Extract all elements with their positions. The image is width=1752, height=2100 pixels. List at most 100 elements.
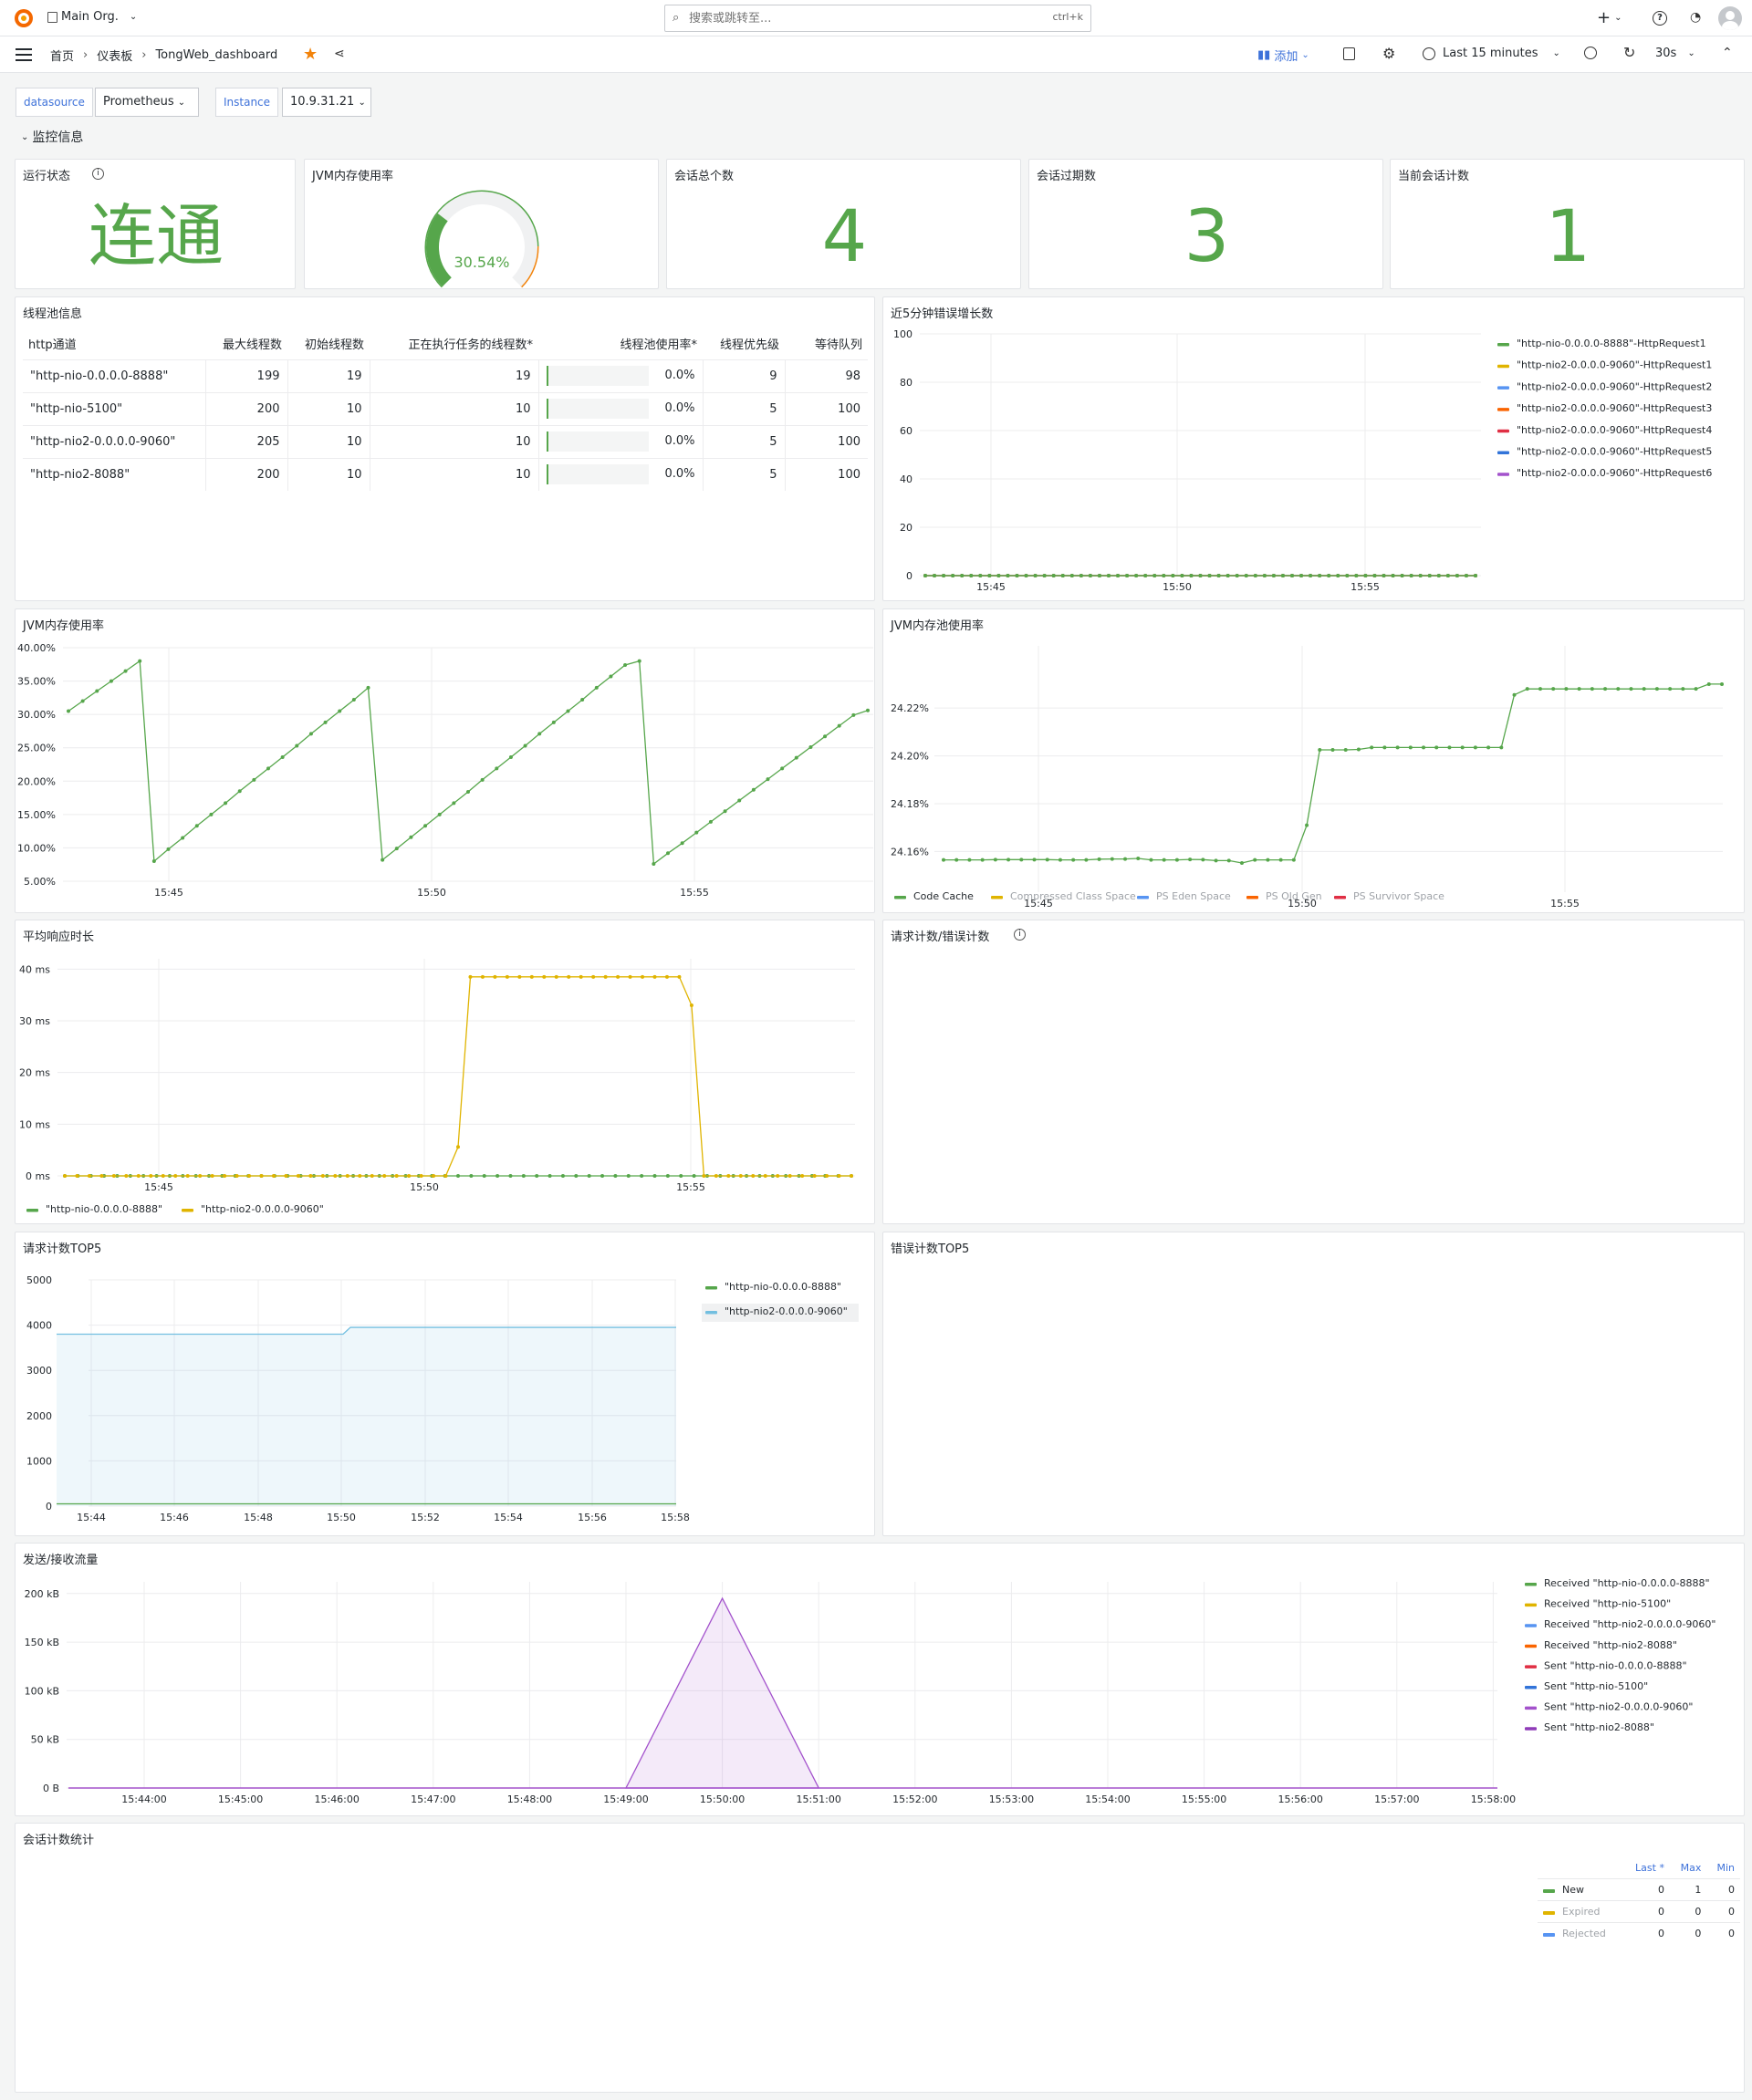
pool-series-point	[1720, 681, 1724, 686]
pool-series-point	[1032, 858, 1037, 862]
legend-swatch	[705, 1311, 717, 1315]
error-series-point	[1225, 574, 1230, 577]
news-rss-icon[interactable]: ◔	[1690, 10, 1702, 25]
resp-series-9060-point	[394, 1174, 399, 1178]
search-bar[interactable]: ⌕ ctrl+k	[664, 5, 1091, 32]
resp-series-8888-point	[600, 1174, 605, 1178]
error-series-point	[1455, 574, 1459, 577]
column-header[interactable]: 最大线程数	[222, 338, 282, 353]
variable-datasource-select[interactable]: Prometheus ⌄	[95, 88, 199, 117]
time-picker[interactable]: Last 15 minutes ⌄	[1423, 47, 1560, 60]
new-menu-button[interactable]: + ⌄	[1597, 8, 1622, 27]
jvm-series-point	[237, 789, 242, 794]
info-icon[interactable]: i	[1014, 929, 1026, 941]
legend-swatch	[1525, 1706, 1537, 1710]
x-tick-label: 15:46:00	[314, 1793, 359, 1805]
breadcrumb-home[interactable]: 首页	[50, 50, 75, 64]
resp-series-9060-point	[198, 1174, 203, 1178]
search-icon: ⌕	[673, 11, 680, 25]
variable-instance-select[interactable]: 10.9.31.21 ⌄	[282, 88, 371, 117]
error-series-point	[1060, 574, 1065, 577]
legend-swatch	[705, 1286, 717, 1290]
share-icon[interactable]: ⋖	[334, 47, 345, 61]
org-switcher[interactable]: Main Org. ⌄	[47, 10, 137, 24]
row-header[interactable]: ⌄ 监控信息	[21, 128, 83, 146]
resp-series-9060-point	[75, 1174, 79, 1178]
grafana-logo-icon[interactable]	[13, 7, 35, 29]
pool-series-point	[1642, 687, 1646, 691]
plus-icon: +	[1597, 8, 1611, 27]
pool-series-point	[1525, 687, 1529, 691]
cell: "http-nio-5100"	[23, 391, 206, 425]
legend-swatch	[1525, 1686, 1537, 1689]
resp-series-9060-point	[333, 1174, 338, 1178]
y-tick-label: 60	[900, 425, 912, 437]
cell-value: 0.0%	[664, 434, 695, 448]
add-panel-button[interactable]: ▮▮ 添加 ⌄	[1257, 47, 1309, 64]
resp-series-9060-point	[579, 974, 583, 979]
legend-label: PS Eden Space	[1156, 890, 1231, 902]
column-header[interactable]: Max	[1680, 1862, 1702, 1875]
legend-label: PS Old Gen	[1266, 890, 1322, 902]
zoom-out-icon[interactable]	[1584, 47, 1597, 59]
error-series-point	[1189, 574, 1194, 577]
error-series-point	[1271, 574, 1276, 577]
cell-value: 0.0%	[664, 401, 695, 415]
refresh-icon[interactable]: ↻	[1623, 44, 1636, 61]
legend-swatch	[1525, 1644, 1537, 1648]
error-series-point	[1125, 574, 1130, 577]
y-tick-label: 40	[900, 473, 912, 485]
pool-series-point	[1668, 687, 1673, 691]
refresh-interval-picker[interactable]: 30s ⌄	[1655, 47, 1695, 60]
resp-series-9060-point	[136, 1174, 141, 1178]
gauge-cell: 0.0%	[538, 457, 704, 491]
legend-swatch	[1525, 1624, 1537, 1627]
legend-swatch	[991, 896, 1003, 899]
error-series-point	[1253, 574, 1257, 577]
legend-row[interactable]: Rejected 0 0 0	[1538, 1921, 1740, 1944]
pool-series-point	[1214, 858, 1218, 863]
chevron-down-icon: ⌄	[177, 98, 186, 108]
column-header[interactable]: 线程池使用率*	[620, 338, 697, 353]
resp-series-9060-point	[124, 1174, 129, 1178]
resp-series-8888-point	[652, 1174, 657, 1178]
error-series-point	[1033, 574, 1038, 577]
save-icon[interactable]	[1343, 47, 1355, 60]
legend-row[interactable]: Expired 0 0 0	[1538, 1899, 1740, 1922]
resp-series-9060-point	[308, 1174, 313, 1178]
pool-series-point	[1123, 857, 1128, 861]
pool-series-point	[1460, 745, 1465, 750]
instance-value: 10.9.31.21	[290, 95, 355, 109]
help-icon[interactable]: ?	[1653, 11, 1667, 26]
x-tick-label: 15:48:00	[507, 1793, 552, 1805]
breadcrumb-dashboards[interactable]: 仪表板	[97, 50, 133, 64]
info-icon[interactable]: i	[92, 168, 104, 180]
pool-series-point	[1512, 692, 1517, 697]
chevron-right-icon: ›	[141, 48, 147, 62]
legend-row[interactable]: New 0 1 0	[1538, 1877, 1740, 1900]
add-label: 添加	[1274, 50, 1298, 64]
settings-gear-icon[interactable]: ⚙	[1382, 45, 1396, 62]
chevron-down-icon: ⌄	[1301, 50, 1309, 60]
error-series-point	[1354, 574, 1359, 577]
column-header[interactable]: 正在执行任务的线程数*	[408, 338, 533, 353]
legend-label: Received "http-nio2-8088"	[1544, 1639, 1677, 1651]
error-series-point	[1180, 574, 1184, 577]
pool-series-point	[1603, 687, 1608, 691]
column-header[interactable]: Last *	[1635, 1862, 1664, 1875]
column-header[interactable]: 线程优先级	[719, 338, 779, 353]
menu-icon[interactable]	[16, 48, 32, 61]
column-header[interactable]: http通道	[28, 338, 77, 353]
resp-series-9060-point	[99, 1174, 104, 1178]
legend-swatch	[1497, 343, 1509, 347]
user-avatar[interactable]	[1718, 6, 1742, 30]
star-icon[interactable]: ★	[303, 45, 318, 64]
pool-series-point	[1162, 858, 1166, 862]
column-header[interactable]: Min	[1716, 1862, 1735, 1875]
resp-series-8888-point	[535, 1174, 539, 1178]
column-header[interactable]: 等待队列	[814, 338, 862, 353]
search-input[interactable]	[689, 9, 963, 27]
x-tick-label: 15:58:00	[1471, 1793, 1516, 1805]
collapse-chevron-up-icon[interactable]: ⌃	[1722, 46, 1733, 60]
column-header[interactable]: 初始线程数	[304, 338, 364, 353]
